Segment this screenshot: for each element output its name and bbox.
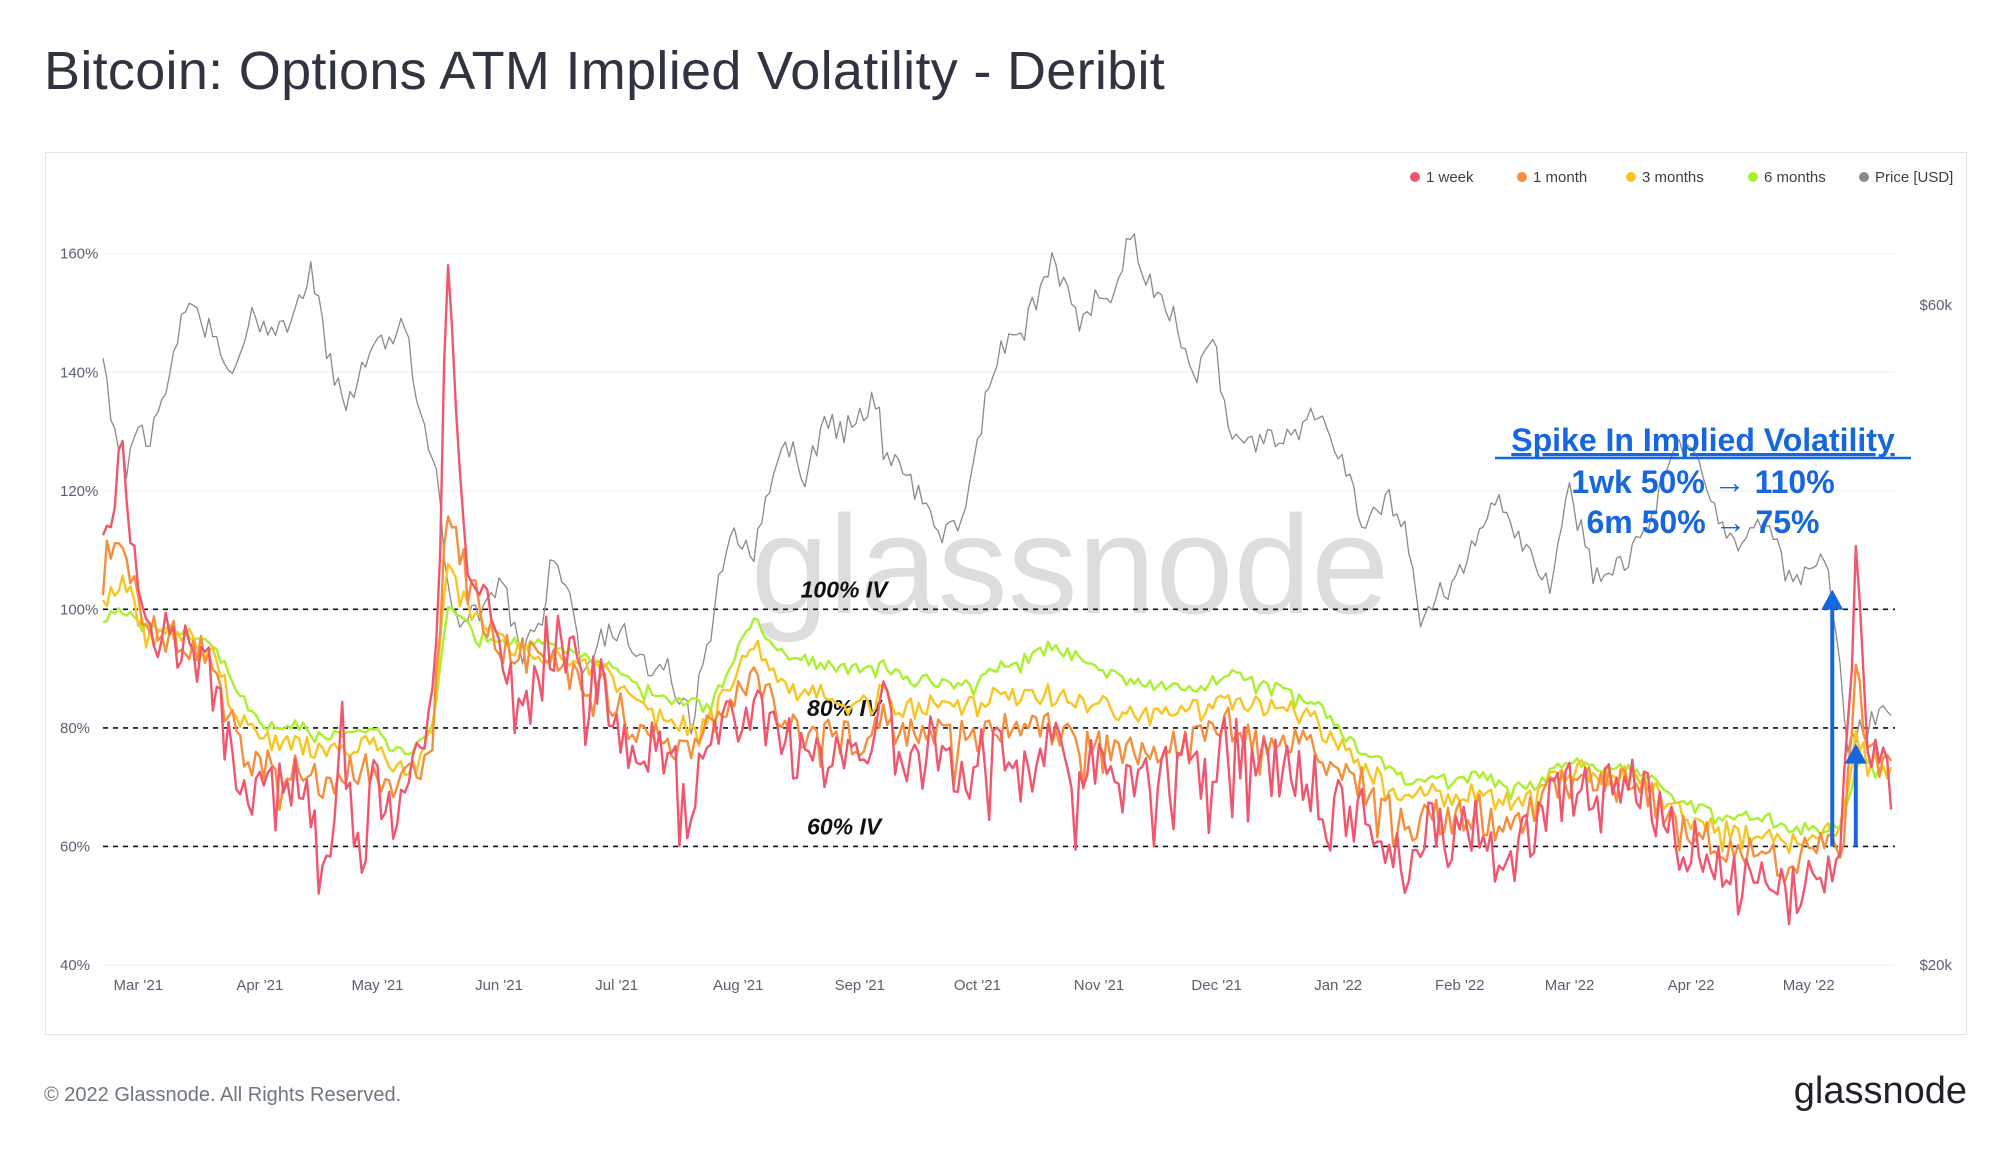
chart-frame: glassnode 100% IV 80% IV 60% IV 40% 60% 80% 1…	[45, 152, 1967, 1035]
x-tick-label: Aug '21	[713, 977, 763, 994]
axes: 40% 60% 80% 100% 120% 140% 160% $20k $60k Mar '21…	[60, 246, 1952, 994]
y-tick-label: 80%	[60, 720, 90, 737]
series-line-price-usd	[102, 233, 1892, 753]
series-group	[101, 233, 1893, 926]
series-line-3-months	[101, 562, 1893, 855]
x-tick-label: Jul '21	[595, 977, 638, 994]
reference-label: 60% IV	[807, 813, 883, 839]
x-tick-label: Apr '22	[1668, 977, 1715, 994]
y-tick-label: 100%	[60, 601, 98, 618]
x-tick-label: Dec '21	[1191, 977, 1241, 994]
legend-marker	[1410, 172, 1420, 182]
y-right-tick-label: $60k	[1919, 297, 1952, 314]
watermark: glassnode	[751, 486, 1389, 643]
x-tick-label: Oct '21	[954, 977, 1001, 994]
legend-label: 3 months	[1642, 169, 1704, 186]
y-tick-label: 140%	[60, 364, 98, 381]
x-tick-label: Apr '21	[236, 977, 283, 994]
legend-marker	[1626, 172, 1636, 182]
x-tick-label: Sep '21	[835, 977, 885, 994]
legend-label: 1 month	[1533, 169, 1587, 186]
annotation-line-2: 6m 50% → 75%	[1586, 504, 1819, 540]
y-tick-label: 60%	[60, 838, 90, 855]
y-right-tick-label: $20k	[1919, 957, 1952, 974]
annotation-arrow-head	[1821, 589, 1844, 610]
series-line-6-months	[102, 606, 1892, 836]
annotation-line-1: 1wk 50% → 110%	[1571, 464, 1834, 500]
x-tick-label: Mar '21	[114, 977, 164, 994]
annotation-arrow-head	[1844, 743, 1867, 764]
legend-label: 1 week	[1426, 169, 1474, 186]
footer-copyright: © 2022 Glassnode. All Rights Reserved.	[44, 1084, 402, 1106]
series-line-1-month	[101, 515, 1893, 883]
annotation-title: Spike In Implied Volatility	[1511, 422, 1895, 458]
page-title: Bitcoin: Options ATM Implied Volatility …	[44, 41, 1166, 101]
gridlines	[103, 253, 1895, 966]
legend-marker	[1517, 172, 1527, 182]
x-tick-label: May '21	[351, 977, 403, 994]
x-tick-label: Nov '21	[1074, 977, 1124, 994]
legend-label: 6 months	[1764, 169, 1826, 186]
x-tick-label: Jan '22	[1314, 977, 1362, 994]
legend-label: Price [USD]	[1875, 169, 1953, 186]
y-tick-label: 120%	[60, 483, 98, 500]
legend-marker	[1859, 172, 1869, 182]
series-line-1-week	[101, 264, 1893, 926]
x-tick-label: Feb '22	[1435, 977, 1485, 994]
x-tick-label: Mar '22	[1545, 977, 1595, 994]
footer-logo: glassnode	[1793, 1070, 1967, 1112]
x-tick-label: May '22	[1783, 977, 1835, 994]
annotation: Spike In Implied Volatility 1wk 50% → 110…	[1495, 422, 1911, 847]
y-tick-label: 40%	[60, 957, 90, 974]
y-tick-label: 160%	[60, 246, 98, 263]
legend: 1 week 1 month 3 months 6 months Price [USD]	[1410, 169, 1953, 186]
x-tick-label: Jun '21	[475, 977, 523, 994]
legend-marker	[1748, 172, 1758, 182]
reference-label: 100% IV	[801, 576, 890, 602]
